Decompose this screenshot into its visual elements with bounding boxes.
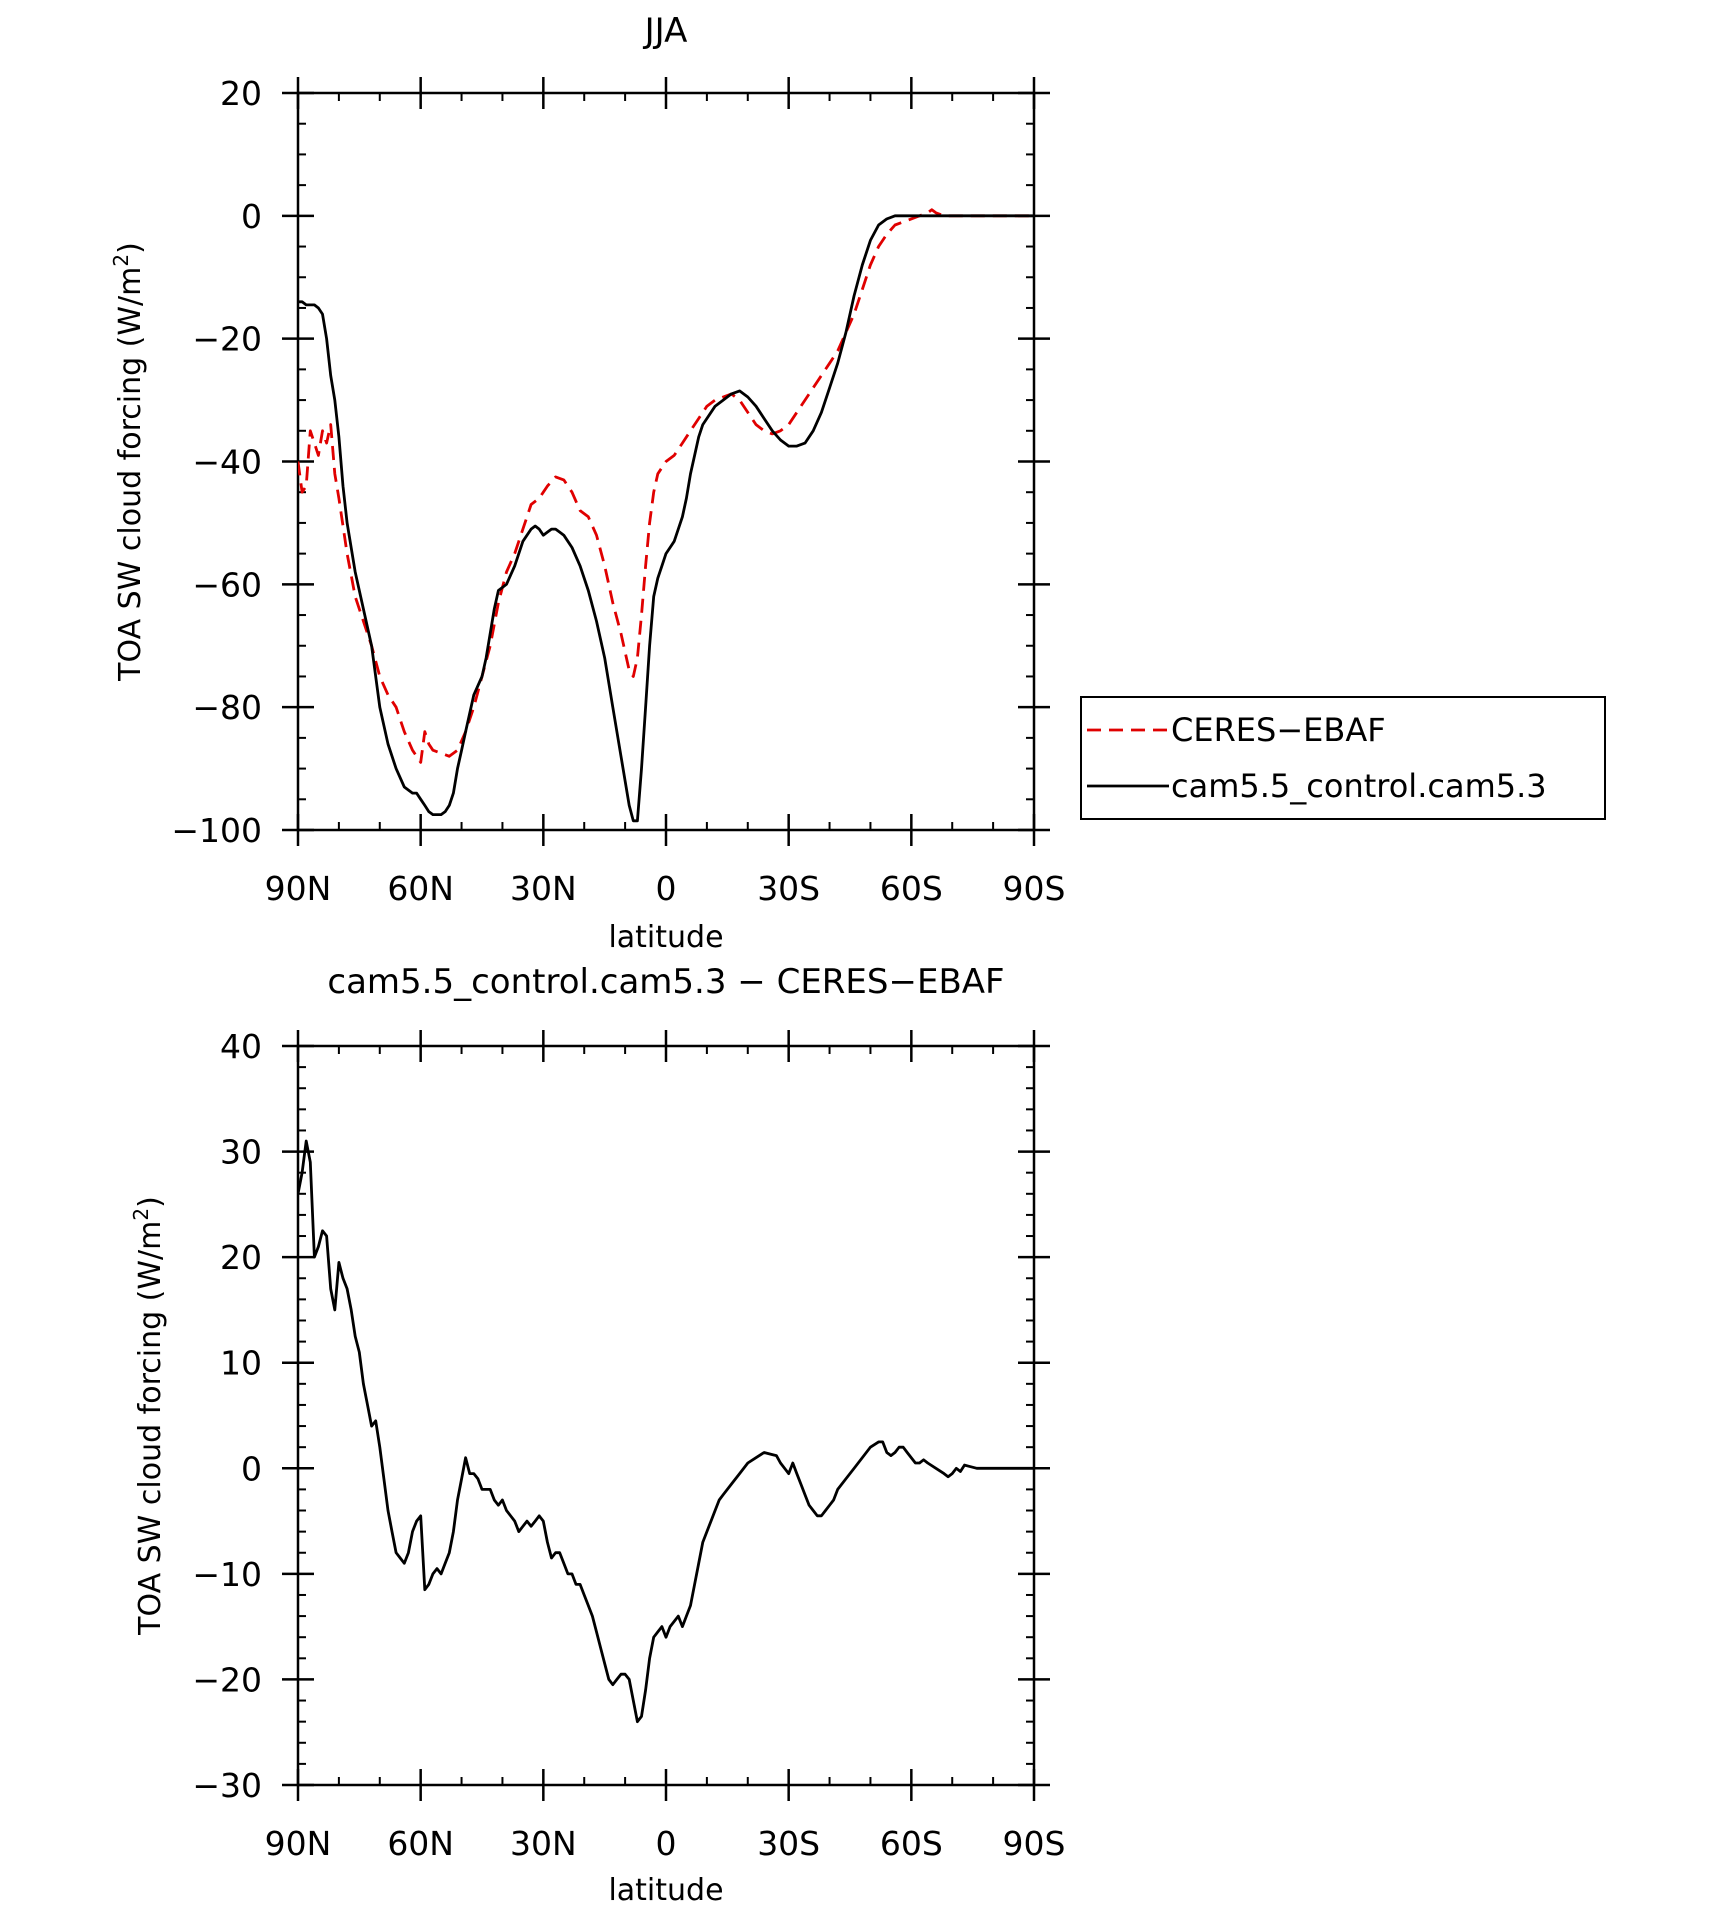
series-line-cam5-5-control-cam5-3 <box>298 214 1034 823</box>
y-tick-label: −20 <box>192 1660 262 1699</box>
x-tick-label: 60N <box>387 869 454 908</box>
y-tick-label: −60 <box>192 565 262 604</box>
y-tick-label: 0 <box>241 197 262 236</box>
legend-box <box>1080 696 1606 820</box>
chart-title: cam5.5_control.cam5.3 − CERES−EBAF <box>327 962 1004 1002</box>
x-tick-label: 90S <box>1003 1824 1066 1863</box>
y-tick-label: −100 <box>171 811 262 850</box>
legend-label: cam5.5_control.cam5.3 <box>1171 767 1547 805</box>
x-axis-title: latitude <box>608 920 723 955</box>
y-axis-title: TOA SW cloud forcing (W/m2) <box>109 242 148 682</box>
x-tick-label: 30N <box>510 869 577 908</box>
y-tick-label: −10 <box>192 1555 262 1594</box>
y-axis-title: TOA SW cloud forcing (W/m2) <box>129 1196 168 1636</box>
y-tick-label: 30 <box>220 1133 262 1172</box>
x-tick-label: 90N <box>265 1824 332 1863</box>
top-panel: 90N 60N 30N 0 30S 60S 90S −100 −80 −60 −40 −20 0 20 JJ… <box>109 11 1065 955</box>
x-tick-label: 60S <box>880 869 943 908</box>
x-tick-label: 90N <box>265 869 332 908</box>
y-tick-label: 20 <box>220 1238 262 1277</box>
y-tick-label: −20 <box>192 320 262 359</box>
plot-frame <box>296 1044 1036 1787</box>
bottom-panel: 90N 60N 30N 0 30S 60S 90S −30 −20 −10 0 10 20 30 40 cam… <box>129 962 1065 1905</box>
legend: CERES−EBAF cam5.5_control.cam5.3 <box>1080 696 1606 820</box>
y-tick-label: 0 <box>241 1449 262 1488</box>
y-tick-label: 20 <box>220 74 262 113</box>
series-line-difference <box>298 1139 1034 1724</box>
y-tick-label: −40 <box>192 443 262 482</box>
y-tick-label: −30 <box>192 1766 262 1805</box>
x-tick-label: 30S <box>757 869 820 908</box>
x-tick-label: 30S <box>757 1824 820 1863</box>
y-tick-label: 40 <box>220 1027 262 1066</box>
x-tick-label: 0 <box>656 869 677 908</box>
x-tick-label: 90S <box>1003 869 1066 908</box>
chart-title: JJA <box>643 11 688 51</box>
y-tick-label: −80 <box>192 688 262 727</box>
x-axis-title: latitude <box>608 1873 723 1905</box>
legend-label: CERES−EBAF <box>1171 711 1386 749</box>
series-line-ceres-ebaf <box>298 208 1034 764</box>
x-tick-label: 60S <box>880 1824 943 1863</box>
x-tick-label: 60N <box>387 1824 454 1863</box>
x-tick-label: 0 <box>656 1824 677 1863</box>
y-tick-label: 10 <box>220 1344 262 1383</box>
x-tick-label: 30N <box>510 1824 577 1863</box>
